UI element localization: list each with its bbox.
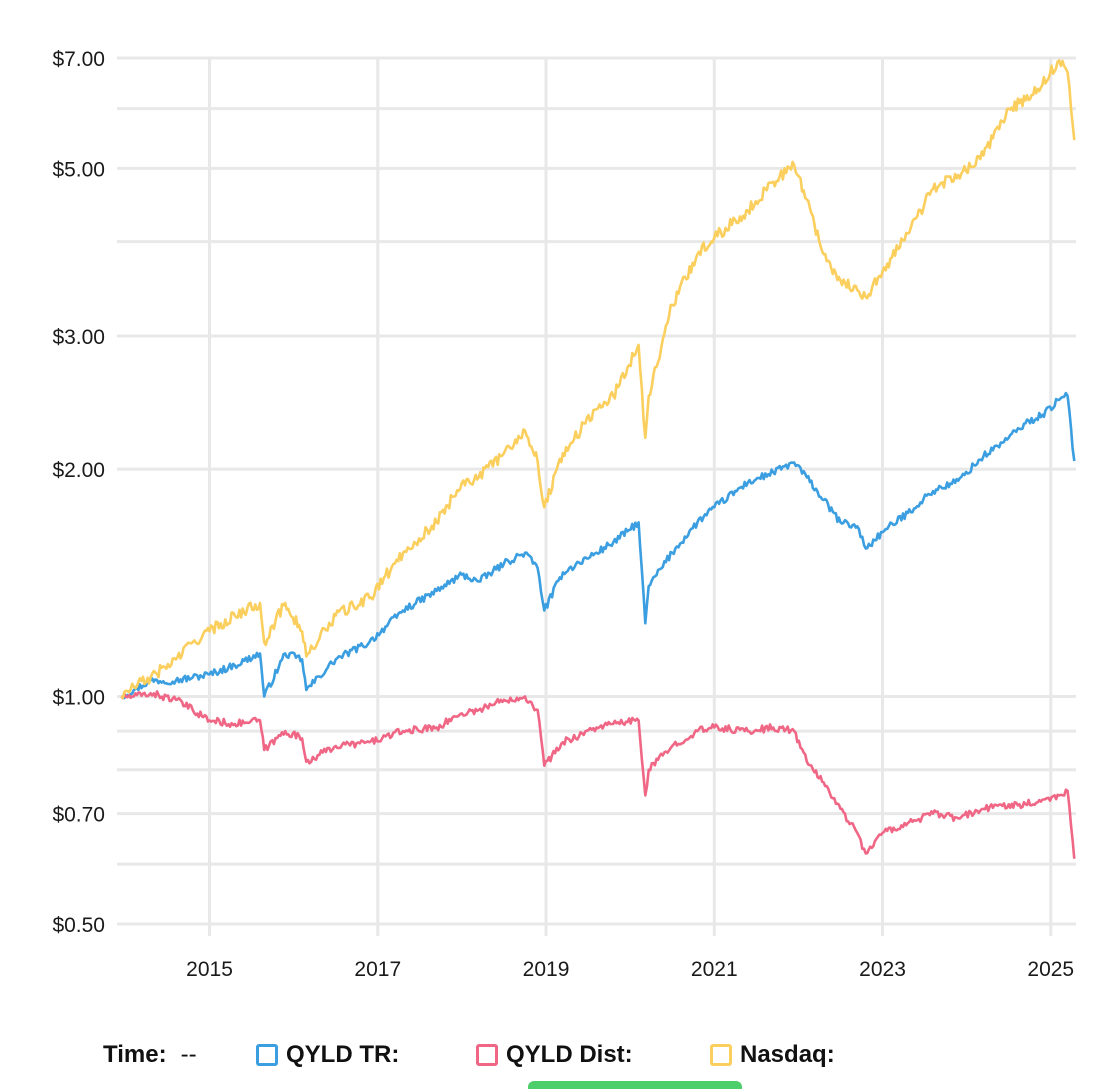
legend-time: Time: -- [103, 1035, 197, 1075]
x-tick-label: 2017 [354, 958, 401, 981]
line-chart[interactable]: $7.00 $5.00 $3.00 $2.00 $1.00 $0.70 $0.50 2015… [0, 0, 1108, 1000]
y-tick-label: $0.70 [52, 804, 105, 827]
legend-item-qyld-dist[interactable]: QYLD Dist: [476, 1035, 633, 1075]
legend-label-qyld-tr: QYLD TR: [286, 1041, 400, 1068]
x-tick-label: 2015 [186, 958, 233, 981]
bottom-tab-indicator[interactable] [528, 1081, 742, 1089]
x-tick-label: 2021 [691, 958, 738, 981]
y-axis-tick-labels: $7.00 $5.00 $3.00 $2.00 $1.00 $0.70 $0.50 [52, 48, 105, 937]
legend-swatch-qyld-dist [476, 1044, 498, 1066]
y-tick-label: $5.00 [52, 158, 105, 181]
legend-item-nasdaq[interactable]: Nasdaq: [710, 1035, 835, 1075]
series-line-qyld-tr [120, 391, 1076, 700]
legend-swatch-qyld-tr [256, 1044, 278, 1066]
y-tick-label: $2.00 [52, 459, 105, 482]
x-axis-tick-labels: 2015 2017 2019 2021 2023 2025 [186, 958, 1074, 981]
legend-label-nasdaq: Nasdaq: [740, 1041, 835, 1068]
legend-time-label: Time: [103, 1041, 167, 1068]
x-tick-label: 2023 [859, 958, 906, 981]
legend-time-value: -- [180, 1041, 197, 1068]
legend-swatch-nasdaq [710, 1044, 732, 1066]
legend-item-qyld-tr[interactable]: QYLD TR: [256, 1035, 399, 1075]
y-tick-label: $3.00 [52, 326, 105, 349]
y-tick-label: $7.00 [52, 48, 105, 71]
series-line-qyld-dist [120, 690, 1076, 859]
grid-lines [117, 56, 1076, 936]
series-line-nasdaq [120, 59, 1076, 699]
legend: Time: -- QYLD TR: QYLD Dist: Nasdaq: [0, 1035, 1108, 1075]
y-tick-label: $0.50 [52, 914, 105, 937]
series-lines [120, 59, 1076, 859]
x-tick-label: 2025 [1027, 958, 1074, 981]
y-tick-label: $1.00 [52, 687, 105, 710]
legend-label-qyld-dist: QYLD Dist: [506, 1041, 633, 1068]
x-tick-label: 2019 [523, 958, 570, 981]
